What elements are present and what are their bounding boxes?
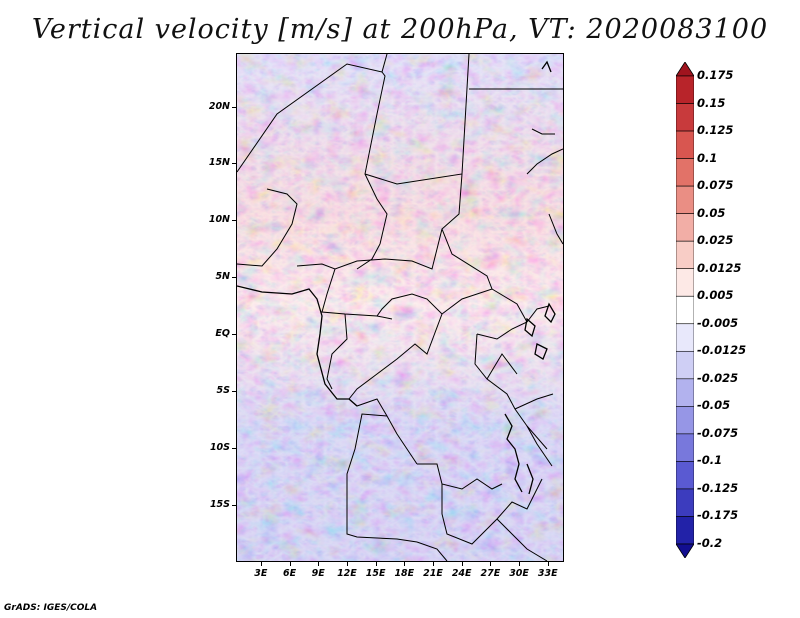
- colorbar-level-label: -0.1: [697, 453, 723, 468]
- latitude-tick: [232, 505, 236, 507]
- latitude-tick: [232, 391, 236, 393]
- latitude-tick-label: 5N: [215, 271, 230, 283]
- latitude-tick-label: EQ: [215, 328, 230, 340]
- colorbar-level-label: 0.15: [697, 95, 726, 110]
- latitude-tick-label: 10N: [208, 214, 230, 226]
- latitude-tick: [232, 277, 236, 279]
- latitude-tick-label: 20N: [208, 100, 230, 112]
- colorbar-bin: [676, 75, 694, 104]
- colorbar-bin: [676, 213, 694, 242]
- latitude-tick-label: 5S: [216, 385, 230, 397]
- latitude-tick: [232, 106, 236, 108]
- colorbar-level-label: 0.125: [697, 123, 734, 138]
- colorbar-level-label: -0.0125: [697, 343, 747, 358]
- colorbar-bin: [676, 130, 694, 159]
- colorbar-bin: [676, 103, 694, 132]
- colorbar-level-label: -0.125: [697, 480, 739, 495]
- latitude-tick: [232, 163, 236, 165]
- velocity-field-tint: [237, 54, 563, 561]
- colorbar-level-label: 0.025: [697, 233, 734, 248]
- latitude-tick-label: 10S: [209, 442, 230, 454]
- colorbar-level-label: 0.075: [697, 178, 734, 193]
- longitude-tick-label: 15E: [365, 568, 386, 579]
- coastlines: [237, 60, 556, 495]
- longitude-tick: [289, 562, 291, 566]
- longitude-tick-label: 21E: [423, 568, 443, 579]
- longitude-tick: [490, 562, 492, 566]
- colorbar-level-label: -0.075: [697, 425, 739, 440]
- longitude-tick-label: 3E: [254, 568, 268, 579]
- latitude-tick-label: 15S: [209, 499, 230, 511]
- longitude-tick: [461, 562, 463, 566]
- longitude-tick: [346, 562, 348, 566]
- chart-title: Vertical velocity [m/s] at 200hPa, VT: 2…: [31, 14, 769, 45]
- longitude-tick-label: 18E: [394, 568, 415, 579]
- longitude-tick-label: 30E: [509, 568, 529, 579]
- colorbar: [676, 62, 694, 558]
- colorbar-bin: [676, 323, 694, 352]
- latitude-tick: [232, 334, 236, 336]
- colorbar-level-label: 0.005: [697, 288, 734, 303]
- colorbar-level-label: -0.2: [697, 536, 723, 550]
- longitude-tick: [432, 562, 434, 566]
- latitude-tick-label: 15N: [208, 157, 230, 169]
- longitude-tick: [375, 562, 377, 566]
- longitude-tick: [404, 562, 406, 566]
- longitude-tick-label: 9E: [311, 568, 325, 579]
- longitude-tick-label: 33E: [537, 568, 558, 579]
- colorbar-bin: [676, 268, 694, 297]
- colorbar-level-label: 0.175: [697, 68, 734, 82]
- latitude-tick: [232, 220, 236, 222]
- colorbar-bin: [676, 488, 694, 517]
- colorbar-upper-arrow: [676, 62, 694, 77]
- colorbar-level-label: -0.175: [697, 508, 739, 523]
- latitude-tick: [232, 448, 236, 450]
- colorbar-bin: [676, 406, 694, 435]
- velocity-field-map: [237, 54, 563, 561]
- colorbar-bin: [676, 378, 694, 407]
- longitude-tick: [547, 562, 549, 566]
- colorbar-bin: [676, 185, 694, 214]
- colorbar-bin: [676, 350, 694, 380]
- map-plot-area: [236, 53, 564, 562]
- colorbar-level-label: 0.05: [697, 205, 726, 220]
- colorbar-bin: [676, 158, 694, 187]
- longitude-tick-label: 12E: [337, 568, 357, 579]
- longitude-tick-label: 27E: [480, 568, 501, 579]
- longitude-tick-label: 6E: [282, 568, 297, 579]
- country-borders: [237, 54, 563, 561]
- colorbar-level-label: -0.05: [697, 398, 731, 413]
- colorbar-bin: [676, 295, 694, 325]
- colorbar-lower-arrow: [676, 543, 694, 558]
- colorbar-level-label: -0.025: [697, 370, 739, 385]
- colorbar-bin: [676, 461, 694, 490]
- colorbar-bin: [676, 516, 694, 545]
- longitude-tick: [260, 562, 262, 566]
- colorbar-level-label: -0.005: [697, 315, 739, 330]
- colorbar-level-label: 0.0125: [697, 260, 742, 275]
- longitude-tick-label: 24E: [451, 568, 472, 579]
- longitude-tick: [519, 562, 521, 566]
- longitude-tick: [318, 562, 320, 566]
- credit-label: GrADS: IGES/COLA: [4, 603, 98, 613]
- colorbar-bin: [676, 433, 694, 462]
- colorbar-level-label: 0.1: [697, 150, 718, 165]
- colorbar-bin: [676, 240, 694, 270]
